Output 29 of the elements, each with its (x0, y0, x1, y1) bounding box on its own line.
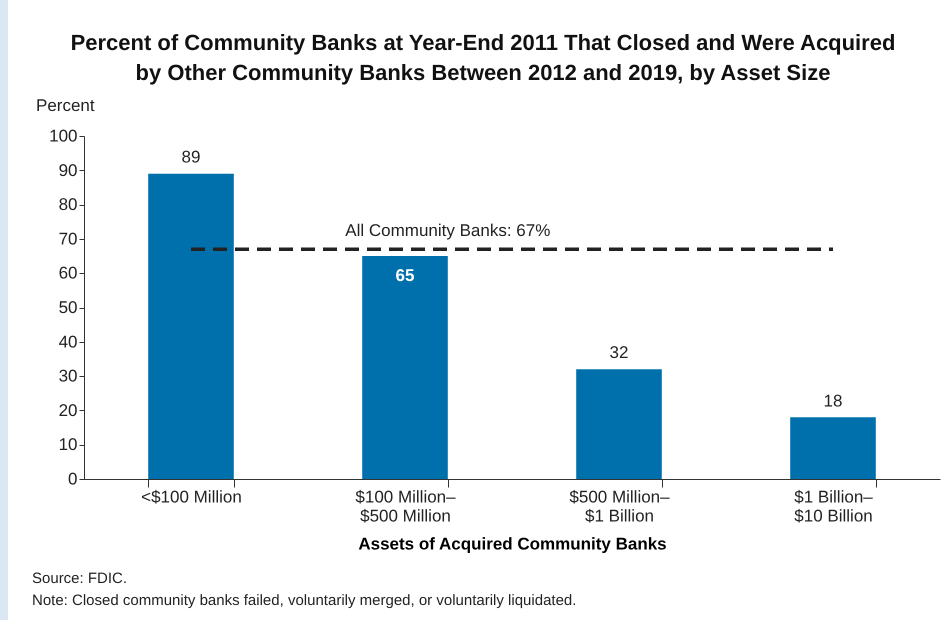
chart-title: Percent of Community Banks at Year-End 2011 That Closed and Were Acquired by Other Community Banks Between 2012 and 2019, by Asset Size (70, 29, 896, 87)
bar (790, 417, 876, 479)
x-axis-title: Assets of Acquired Community Banks (358, 534, 667, 554)
data-label: 18 (824, 391, 842, 410)
data-label: 89 (182, 148, 200, 167)
y-tick-label: 40 (58, 332, 78, 352)
x-tick-label: <$100 Million (141, 488, 242, 506)
y-tick-label: 30 (58, 366, 78, 386)
x-tick-label: $1 Billion–$10 Billion (794, 488, 874, 526)
bar (362, 256, 448, 479)
data-label: 65 (396, 266, 414, 286)
bar (148, 174, 234, 479)
source-note: Source: FDIC. (32, 569, 128, 589)
data-label: 32 (610, 343, 628, 362)
y-tick-label: 50 (58, 298, 78, 317)
y-tick-label: 60 (58, 264, 78, 283)
y-tick-label: 20 (58, 400, 78, 420)
y-tick-label: 10 (58, 435, 78, 454)
y-axis-title: Percent (36, 96, 95, 116)
y-tick-label: 70 (58, 229, 78, 248)
y-tick-label: 90 (58, 160, 78, 180)
y-tick-label: 0 (68, 470, 78, 488)
ref-line-label: All Community Banks: 67% (345, 221, 550, 240)
x-tick-label: $500 Million–$1 Billion (569, 488, 670, 526)
bar (576, 369, 662, 479)
y-tick-label: 80 (58, 195, 78, 214)
x-tick-label: $100 Million–$500 Million (355, 488, 456, 526)
y-tick-label: 100 (49, 126, 78, 146)
text: Note: Closed community banks failed, voluntarily merged, or voluntarily liquidated. (32, 591, 576, 611)
